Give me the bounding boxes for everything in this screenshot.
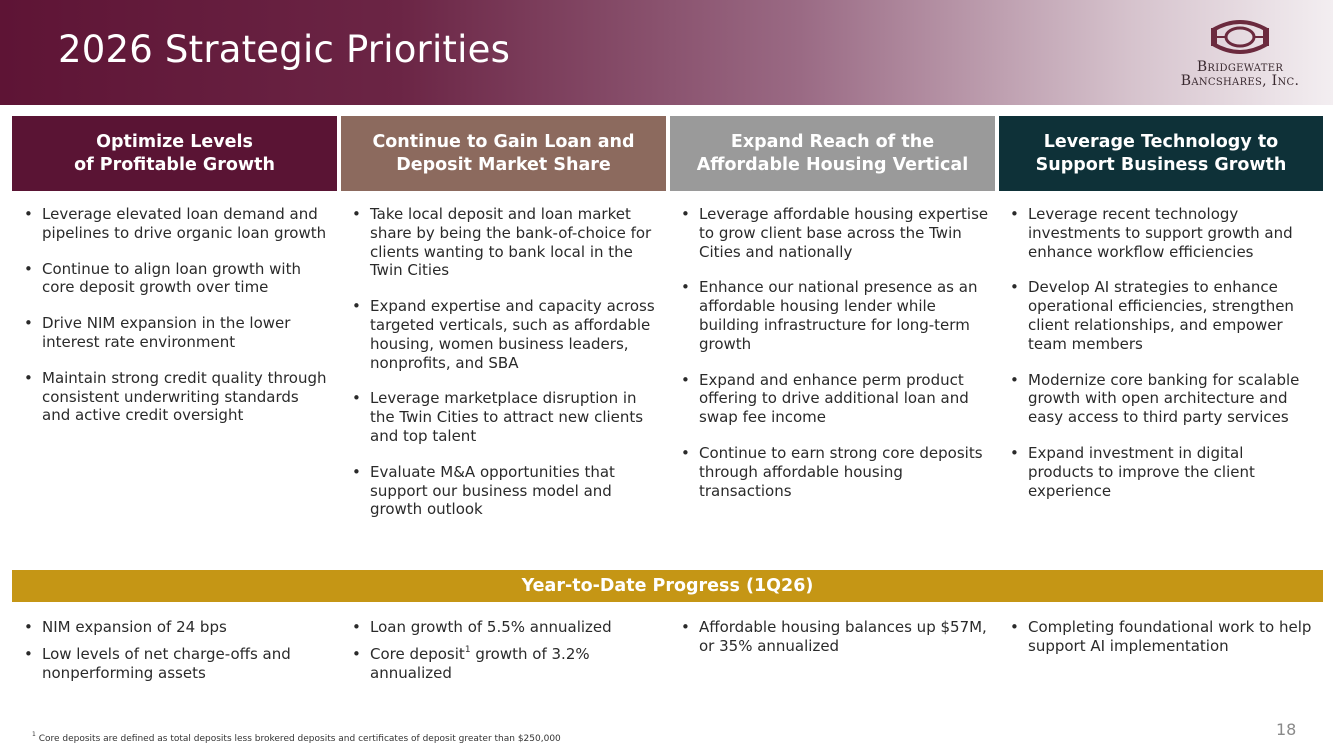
pillar-title: Optimize Levels of Profitable Growth	[74, 131, 275, 175]
progress-bullets-market-share: Loan growth of 5.5% annualized Core depo…	[352, 618, 662, 690]
progress-item: NIM expansion of 24 bps	[24, 618, 329, 637]
bullet-item: Modernize core banking for scalable grow…	[1010, 371, 1313, 427]
progress-title: Year-to-Date Progress (1Q26)	[521, 576, 814, 596]
logo-wordmark-line2: Bancshares, Inc.	[1180, 73, 1300, 89]
pillar-bullets-profitable-growth: Leverage elevated loan demand and pipeli…	[24, 205, 329, 442]
pillar-bullets-market-share: Take local deposit and loan market share…	[352, 205, 662, 536]
pillar-header-market-share: Continue to Gain Loan and Deposit Market…	[341, 116, 666, 191]
bullet-item: Leverage marketplace disruption in the T…	[352, 389, 662, 445]
header-banner: 2026 Strategic Priorities Bridgewater Ba…	[0, 0, 1333, 105]
progress-bullets-affordable-housing: Affordable housing balances up $57M, or …	[681, 618, 991, 664]
pillar-title: Leverage Technology to Support Business …	[1035, 131, 1287, 175]
page-number: 18	[1276, 720, 1297, 739]
progress-text: Core deposit	[370, 644, 465, 663]
bullet-item: Expand expertise and capacity across tar…	[352, 297, 662, 372]
progress-item: Affordable housing balances up $57M, or …	[681, 618, 991, 656]
progress-bullets-profitable-growth: NIM expansion of 24 bps Low levels of ne…	[24, 618, 329, 690]
footnote-text: Core deposits are defined as total depos…	[35, 734, 561, 744]
bullet-item: Continue to earn strong core deposits th…	[681, 444, 991, 500]
bullet-item: Enhance our national presence as an affo…	[681, 278, 991, 353]
bridgewater-emblem-icon	[1211, 20, 1269, 54]
footnote-number: 1	[32, 731, 36, 738]
progress-item: Low levels of net charge-offs and nonper…	[24, 645, 329, 683]
pillar-title: Continue to Gain Loan and Deposit Market…	[372, 131, 635, 175]
logo-wordmark-line1: Bridgewater	[1196, 59, 1284, 75]
pillar-title: Expand Reach of the Affordable Housing V…	[696, 131, 969, 175]
bullet-item: Develop AI strategies to enhance operati…	[1010, 278, 1313, 353]
bullet-item: Expand and enhance perm product offering…	[681, 371, 991, 427]
page-title: 2026 Strategic Priorities	[58, 28, 511, 71]
pillar-bullets-technology: Leverage recent technology investments t…	[1010, 205, 1313, 517]
footnote: 1 Core deposits are defined as total dep…	[32, 731, 561, 745]
pillar-header-affordable-housing: Expand Reach of the Affordable Housing V…	[670, 116, 995, 191]
bullet-item: Drive NIM expansion in the lower interes…	[24, 314, 329, 352]
bullet-item: Take local deposit and loan market share…	[352, 205, 662, 280]
bullet-item: Leverage recent technology investments t…	[1010, 205, 1313, 261]
progress-item: Core deposit1 growth of 3.2% annualized	[352, 645, 662, 683]
pillar-bullets-affordable-housing: Leverage affordable housing expertise to…	[681, 205, 991, 517]
bullet-item: Maintain strong credit quality through c…	[24, 369, 329, 425]
pillar-header-profitable-growth: Optimize Levels of Profitable Growth	[12, 116, 337, 191]
company-logo: Bridgewater Bancshares, Inc.	[1160, 16, 1320, 96]
footnote-marker: 1	[464, 644, 471, 655]
bullet-item: Leverage affordable housing expertise to…	[681, 205, 991, 261]
pillar-header-technology: Leverage Technology to Support Business …	[999, 116, 1323, 191]
progress-bullets-technology: Completing foundational work to help sup…	[1010, 618, 1313, 664]
progress-item: Completing foundational work to help sup…	[1010, 618, 1313, 656]
progress-item: Loan growth of 5.5% annualized	[352, 618, 662, 637]
progress-text: growth of 3.2% annualized	[370, 644, 590, 682]
progress-section-header: Year-to-Date Progress (1Q26)	[12, 570, 1323, 602]
bullet-item: Evaluate M&A opportunities that support …	[352, 463, 662, 519]
bullet-item: Expand investment in digital products to…	[1010, 444, 1313, 500]
bullet-item: Continue to align loan growth with core …	[24, 260, 329, 298]
bullet-item: Leverage elevated loan demand and pipeli…	[24, 205, 329, 243]
